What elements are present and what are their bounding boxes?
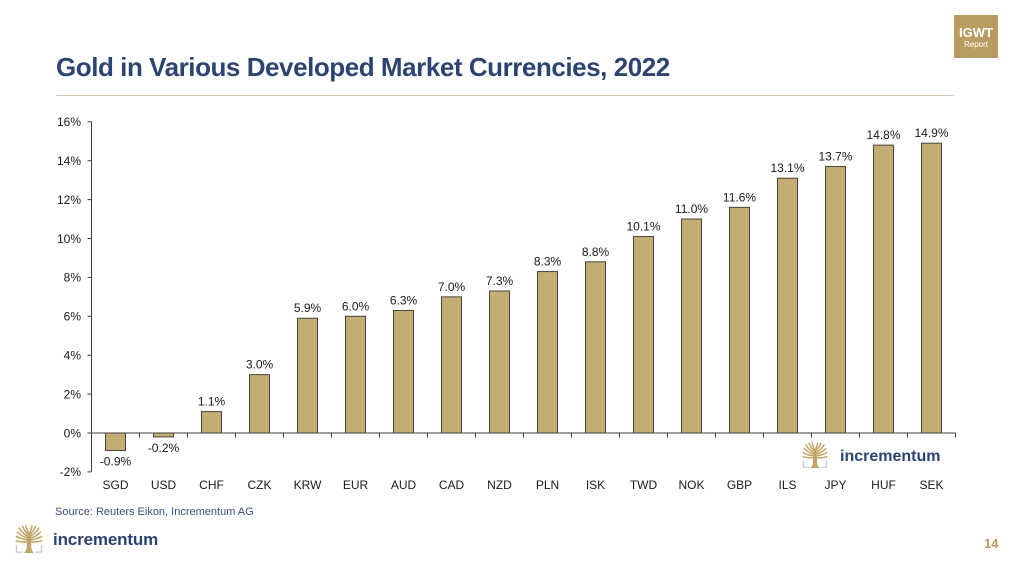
svg-text:NZD: NZD [487, 478, 512, 492]
svg-text:13.7%: 13.7% [818, 150, 852, 164]
svg-text:8%: 8% [64, 271, 82, 285]
svg-text:13.1%: 13.1% [770, 161, 804, 175]
svg-text:1.1%: 1.1% [198, 395, 226, 409]
svg-text:8.3%: 8.3% [534, 255, 562, 269]
svg-text:14.9%: 14.9% [914, 126, 948, 140]
svg-text:14.8%: 14.8% [866, 128, 900, 142]
svg-text:JPY: JPY [824, 478, 846, 492]
svg-text:0%: 0% [64, 426, 82, 440]
svg-text:-0.9%: -0.9% [100, 455, 132, 469]
svg-text:12%: 12% [57, 193, 81, 207]
svg-text:KRW: KRW [294, 478, 322, 492]
svg-text:3.0%: 3.0% [246, 358, 274, 372]
svg-text:-0.2%: -0.2% [148, 441, 180, 455]
svg-text:-2%: -2% [60, 465, 82, 479]
svg-text:CZK: CZK [248, 478, 272, 492]
svg-text:4%: 4% [64, 349, 82, 363]
svg-text:USD: USD [151, 478, 177, 492]
svg-text:ILS: ILS [778, 478, 796, 492]
svg-text:10.1%: 10.1% [626, 220, 660, 234]
svg-text:10%: 10% [57, 232, 81, 246]
svg-text:6.3%: 6.3% [390, 293, 418, 307]
svg-text:ISK: ISK [586, 478, 605, 492]
svg-text:HUF: HUF [871, 478, 896, 492]
svg-text:8.8%: 8.8% [582, 245, 610, 259]
svg-text:NOK: NOK [678, 478, 704, 492]
svg-text:7.3%: 7.3% [486, 274, 514, 288]
svg-text:14%: 14% [57, 154, 81, 168]
svg-text:GBP: GBP [727, 478, 752, 492]
svg-text:AUD: AUD [391, 478, 417, 492]
svg-text:PLN: PLN [536, 478, 559, 492]
svg-text:6.0%: 6.0% [342, 299, 370, 313]
svg-text:2%: 2% [64, 387, 82, 401]
svg-text:TWD: TWD [630, 478, 658, 492]
svg-text:SEK: SEK [919, 478, 943, 492]
svg-text:SGD: SGD [102, 478, 128, 492]
svg-text:CAD: CAD [439, 478, 465, 492]
svg-text:6%: 6% [64, 310, 82, 324]
svg-text:7.0%: 7.0% [438, 280, 466, 294]
svg-text:16%: 16% [57, 115, 81, 129]
svg-text:5.9%: 5.9% [294, 301, 322, 315]
svg-text:11.6%: 11.6% [723, 190, 756, 204]
svg-text:CHF: CHF [199, 478, 224, 492]
svg-text:EUR: EUR [343, 478, 369, 492]
svg-text:11.0%: 11.0% [675, 202, 708, 216]
